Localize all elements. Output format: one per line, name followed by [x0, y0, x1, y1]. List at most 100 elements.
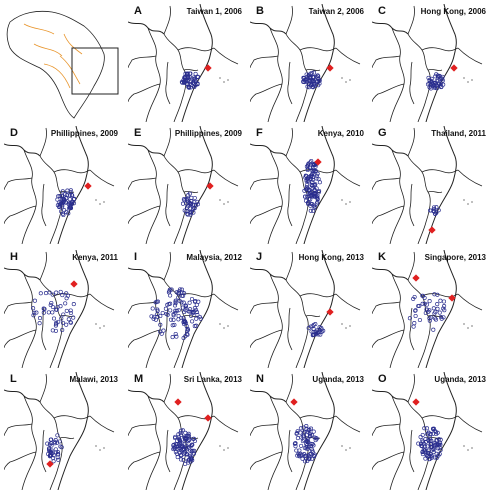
sample-point — [317, 328, 322, 333]
sample-point — [67, 193, 72, 198]
country-border — [457, 415, 483, 433]
sample-point — [58, 289, 63, 294]
island-dot — [471, 325, 473, 327]
sample-point — [155, 311, 160, 317]
sample-point — [308, 165, 313, 170]
panel-letter: C — [378, 5, 386, 17]
seizure-location-marker — [326, 64, 334, 72]
island-dot — [227, 325, 229, 327]
country-border — [372, 205, 405, 225]
island-dot — [345, 81, 347, 83]
sample-point — [304, 445, 309, 450]
sample-point — [418, 434, 423, 440]
sample-point — [427, 457, 432, 462]
sample-point — [182, 79, 187, 84]
sample-point — [183, 321, 188, 326]
panel-letter: J — [256, 251, 263, 263]
sample-point — [417, 317, 422, 323]
sample-point — [191, 78, 196, 83]
sample-point — [46, 310, 51, 315]
sample-point — [61, 312, 66, 317]
overview-map-panel — [4, 4, 122, 122]
sample-point — [304, 178, 309, 184]
sample-point — [309, 70, 315, 75]
sample-point — [185, 211, 190, 216]
sample-point — [182, 291, 187, 296]
sample-point — [173, 442, 178, 447]
seizure-location-marker — [448, 294, 456, 302]
sample-point — [192, 299, 198, 304]
sample-point — [190, 442, 195, 447]
island-dot — [345, 449, 347, 451]
panel-letter: O — [378, 373, 387, 385]
seizure-location-marker — [428, 226, 436, 234]
sample-point — [431, 449, 436, 455]
sample-point — [59, 193, 64, 198]
sample-point — [180, 290, 185, 295]
sample-point — [178, 439, 183, 444]
sample-point — [50, 455, 56, 461]
sample-point — [311, 329, 316, 335]
seizure-location-marker — [46, 460, 54, 468]
sample-point — [179, 79, 184, 85]
country-border — [250, 451, 283, 471]
country-border — [427, 315, 443, 317]
sample-point — [195, 82, 200, 87]
country-border — [53, 415, 91, 420]
sample-point — [193, 71, 198, 76]
country-border — [299, 415, 337, 420]
island-dot — [227, 79, 229, 81]
sample-point — [434, 72, 439, 77]
sample-point — [59, 445, 64, 450]
panel-map — [128, 250, 239, 368]
country-border — [299, 47, 337, 52]
country-border — [128, 423, 157, 437]
seizure-location-marker — [70, 280, 78, 288]
sample-point — [418, 442, 423, 447]
country-border — [457, 169, 483, 187]
island-dot — [349, 201, 351, 203]
region-border — [23, 23, 55, 35]
sample-point — [439, 81, 444, 86]
country-border — [183, 69, 199, 71]
island-dot — [99, 449, 101, 451]
panel-map — [4, 126, 115, 244]
sample-point — [174, 308, 179, 313]
sample-point — [309, 79, 314, 84]
country-border — [407, 373, 415, 403]
sample-point — [436, 74, 441, 79]
lake-outline — [165, 429, 171, 473]
country-border — [250, 301, 279, 315]
sample-point — [62, 208, 67, 213]
sample-point — [63, 192, 68, 197]
sample-point — [407, 316, 412, 321]
island-dot — [471, 447, 473, 449]
island-dot — [471, 79, 473, 81]
sample-point — [294, 448, 299, 453]
island-dot — [99, 327, 101, 329]
sample-point — [314, 331, 319, 336]
sample-point — [153, 317, 159, 322]
sample-point — [303, 194, 308, 199]
region-border — [33, 43, 63, 57]
sample-point — [438, 440, 443, 445]
sample-point — [64, 200, 69, 205]
sample-point — [433, 317, 439, 322]
sample-point — [175, 455, 180, 460]
sample-point — [168, 317, 174, 322]
region-border — [63, 33, 83, 55]
sample-point — [71, 302, 76, 307]
country-border — [372, 301, 401, 315]
sample-point — [186, 460, 191, 465]
panel-map — [372, 4, 483, 122]
country-border — [305, 315, 321, 317]
sample-point — [306, 196, 311, 202]
sample-point — [57, 205, 62, 210]
sample-point — [420, 301, 425, 306]
country-border — [372, 83, 405, 103]
sample-point — [298, 426, 303, 431]
sample-point — [50, 310, 55, 315]
panel-letter: D — [10, 127, 18, 139]
sample-point — [57, 439, 62, 444]
sample-point — [56, 319, 61, 324]
